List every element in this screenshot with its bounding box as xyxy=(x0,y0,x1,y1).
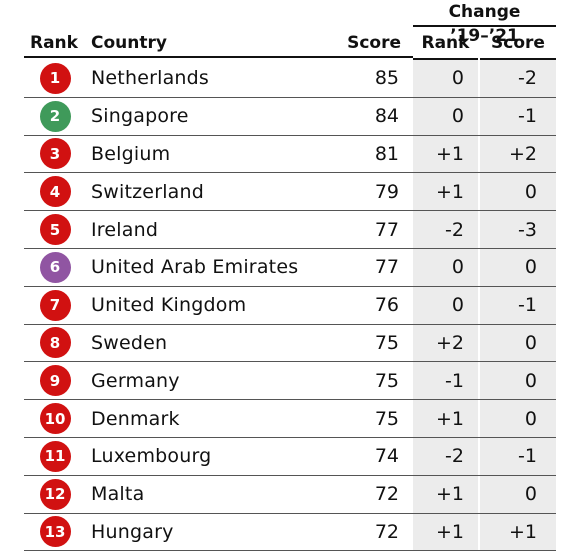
change-score-cell: 0 xyxy=(480,248,556,286)
rank-cell: 11 xyxy=(24,438,86,475)
rank-badge: 12 xyxy=(39,478,71,510)
change-score-cell: -1 xyxy=(480,437,556,475)
country-cell: Germany xyxy=(91,369,180,392)
rank-badge: 11 xyxy=(39,440,71,472)
rank-cell: 5 xyxy=(24,211,86,248)
change-rank-cell: +1 xyxy=(413,475,478,513)
change-rank-cell: 0 xyxy=(413,286,478,324)
country-cell: Ireland xyxy=(91,218,159,241)
change-score-cell: 0 xyxy=(480,324,556,362)
score-cell: 76 xyxy=(374,294,399,317)
score-cell: 77 xyxy=(374,256,399,279)
country-cell: Malta xyxy=(91,483,145,506)
rank-badge: 8 xyxy=(39,327,71,359)
change-rank-cell: +1 xyxy=(413,513,478,551)
column-header-country: Country xyxy=(86,28,333,58)
country-cell: Belgium xyxy=(91,142,171,165)
score-cell: 84 xyxy=(374,105,399,128)
change-score-cell: 0 xyxy=(480,362,556,400)
score-cell: 85 xyxy=(374,67,399,90)
table-row: 7 United Kingdom 76 0 -1 xyxy=(24,286,556,325)
rank-badge: 7 xyxy=(39,289,71,321)
change-rank-cell: 0 xyxy=(413,97,478,135)
column-header-change-rank: Rank xyxy=(413,28,478,60)
score-cell: 81 xyxy=(374,142,399,165)
table-row: 2 Singapore 84 0 -1 xyxy=(24,97,556,136)
rank-cell: 7 xyxy=(24,287,86,324)
rank-badge: 6 xyxy=(39,251,71,283)
country-cell: Netherlands xyxy=(91,67,210,90)
rank-badge: 3 xyxy=(39,138,71,170)
score-cell: 75 xyxy=(374,369,399,392)
score-cell: 79 xyxy=(374,180,399,203)
change-rank-cell: +1 xyxy=(413,400,478,437)
ranking-table-body: 1 Netherlands 85 0 -2 2 Singapore 84 0 -1 3 Belgium… xyxy=(24,60,556,551)
change-score-cell: -1 xyxy=(480,286,556,324)
rank-cell: 3 xyxy=(24,136,86,173)
country-cell: United Arab Emirates xyxy=(91,256,299,279)
rank-badge: 9 xyxy=(39,365,71,397)
score-cell: 72 xyxy=(374,483,399,506)
country-cell: Switzerland xyxy=(91,180,205,203)
change-group-header: Change ’19–’21 xyxy=(413,0,556,46)
change-rank-cell: -2 xyxy=(413,437,478,475)
table-row: 1 Netherlands 85 0 -2 xyxy=(24,60,556,98)
rank-cell: 10 xyxy=(24,400,86,437)
column-header-rank: Rank xyxy=(24,28,86,58)
rank-badge: 1 xyxy=(39,62,71,94)
column-header-score: Score xyxy=(333,28,413,58)
country-cell: Hungary xyxy=(91,520,174,543)
table-row: 9 Germany 75 -1 0 xyxy=(24,362,556,401)
change-rank-cell: +1 xyxy=(413,173,478,211)
rank-badge: 4 xyxy=(39,176,71,208)
table-row: 5 Ireland 77 -2 -3 xyxy=(24,211,556,249)
score-cell: 72 xyxy=(374,520,399,543)
change-rank-cell: +2 xyxy=(413,324,478,362)
rank-cell: 1 xyxy=(24,60,86,97)
rank-cell: 8 xyxy=(24,325,86,362)
table-row: 13 Hungary 72 +1 +1 xyxy=(24,513,556,551)
score-cell: 74 xyxy=(374,445,399,468)
table-row: 3 Belgium 81 +1 +2 xyxy=(24,135,556,174)
change-score-cell: +1 xyxy=(480,513,556,551)
rank-badge: 2 xyxy=(39,100,71,132)
change-score-cell: 0 xyxy=(480,173,556,211)
country-cell: Sweden xyxy=(91,331,168,354)
country-cell: United Kingdom xyxy=(91,294,247,317)
score-cell: 75 xyxy=(374,331,399,354)
change-score-cell: +2 xyxy=(480,135,556,173)
change-rank-cell: 0 xyxy=(413,60,478,97)
score-cell: 77 xyxy=(374,218,399,241)
change-score-cell: -2 xyxy=(480,60,556,97)
change-score-cell: 0 xyxy=(480,400,556,437)
change-rank-cell: -1 xyxy=(413,362,478,400)
table-row: 11 Luxembourg 74 -2 -1 xyxy=(24,437,556,476)
table-row: 12 Malta 72 +1 0 xyxy=(24,475,556,514)
rank-badge: 10 xyxy=(39,403,71,435)
table-row: 4 Switzerland 79 +1 0 xyxy=(24,173,556,212)
rank-badge: 13 xyxy=(39,516,71,548)
change-score-cell: 0 xyxy=(480,475,556,513)
rank-cell: 6 xyxy=(24,249,86,286)
table-row: 8 Sweden 75 +2 0 xyxy=(24,324,556,363)
rank-cell: 2 xyxy=(24,98,86,135)
rank-cell: 12 xyxy=(24,476,86,513)
rank-badge: 5 xyxy=(39,214,71,246)
rank-cell: 4 xyxy=(24,173,86,210)
score-cell: 75 xyxy=(374,407,399,430)
rank-cell: 13 xyxy=(24,514,86,551)
change-rank-cell: +1 xyxy=(413,135,478,173)
rank-cell: 9 xyxy=(24,362,86,399)
change-score-cell: -3 xyxy=(480,211,556,248)
country-cell: Luxembourg xyxy=(91,445,212,468)
change-rank-cell: -2 xyxy=(413,211,478,248)
column-header-change-score: Score xyxy=(480,28,556,60)
country-cell: Denmark xyxy=(91,407,180,430)
table-row: 10 Denmark 75 +1 0 xyxy=(24,400,556,438)
change-score-cell: -1 xyxy=(480,97,556,135)
country-cell: Singapore xyxy=(91,105,189,128)
change-rank-cell: 0 xyxy=(413,248,478,286)
table-row: 6 United Arab Emirates 77 0 0 xyxy=(24,248,556,287)
